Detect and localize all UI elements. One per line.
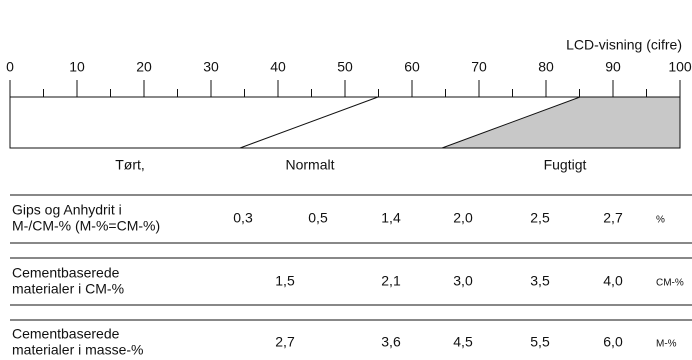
- cell-value: 3,5: [530, 273, 550, 289]
- cell-value: 3,0: [453, 273, 473, 289]
- cell-value: 2,5: [530, 210, 550, 226]
- unit: CM-%: [656, 278, 684, 289]
- scale-label: 50: [337, 59, 353, 75]
- scale-label: 20: [136, 59, 152, 75]
- scale-label: 100: [668, 59, 692, 75]
- unit: %: [656, 215, 665, 226]
- row-label: Gips og Anhydrit i: [12, 202, 122, 218]
- table-lines: [10, 194, 692, 321]
- cell-value: 0,3: [233, 210, 253, 226]
- cell-value: 2,7: [275, 334, 295, 350]
- cell-value: 4,0: [603, 273, 623, 289]
- cell-value: 1,4: [381, 210, 401, 226]
- zone-label: Tørt,: [115, 157, 145, 173]
- row-label: materialer i CM-%: [12, 281, 124, 297]
- cell-value: 6,0: [603, 334, 623, 350]
- row-label: Cementbaserede: [12, 265, 120, 281]
- row-label: Cementbaserede: [12, 326, 120, 342]
- row-label: M-/CM-% (M-%=CM-%): [12, 218, 160, 234]
- scale-label: 60: [404, 59, 420, 75]
- scale-label: 80: [538, 59, 554, 75]
- cell-value: 2,7: [603, 210, 623, 226]
- scale-label: 10: [69, 59, 85, 75]
- scale-label: 70: [471, 59, 487, 75]
- cell-value: 0,5: [308, 210, 328, 226]
- cell-value: 4,5: [453, 334, 473, 350]
- zone-divider: [239, 96, 379, 149]
- cell-value: 3,6: [381, 334, 401, 350]
- cell-value: 5,5: [530, 334, 550, 350]
- caption: LCD-visning (cifre): [566, 37, 682, 53]
- row-label: materialer i masse-%: [12, 342, 143, 358]
- zone-label: Fugtigt: [544, 157, 587, 173]
- unit: M-%: [656, 339, 677, 350]
- cell-value: 1,5: [275, 273, 295, 289]
- cell-value: 2,0: [453, 210, 473, 226]
- scale-label: 90: [605, 59, 621, 75]
- scale-label: 0: [6, 59, 14, 75]
- cell-value: 2,1: [381, 273, 401, 289]
- scale-label: 30: [203, 59, 219, 75]
- scale-label: 40: [270, 59, 286, 75]
- zone-label: Normalt: [285, 157, 334, 173]
